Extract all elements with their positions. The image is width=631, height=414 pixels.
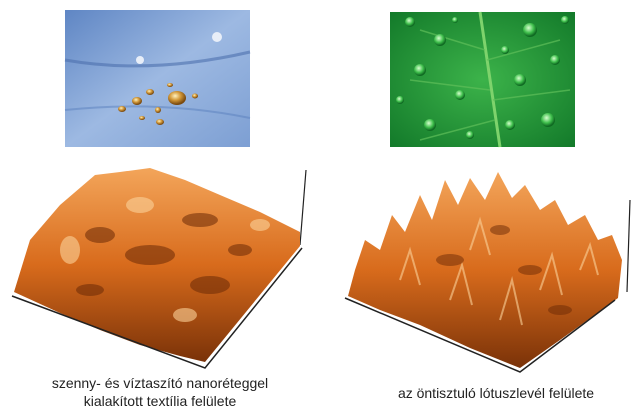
lotus-surface: [344, 172, 631, 373]
caption-line: szenny- és víztaszító nanoréteggel: [52, 375, 268, 391]
textile-surface: [11, 168, 307, 369]
caption-line: az öntisztuló lótuszlevél felülete: [398, 385, 594, 401]
leaf-photo: [390, 11, 575, 148]
shirt-photo: [64, 10, 251, 147]
caption-line: kialakított textília felülete: [84, 393, 237, 409]
